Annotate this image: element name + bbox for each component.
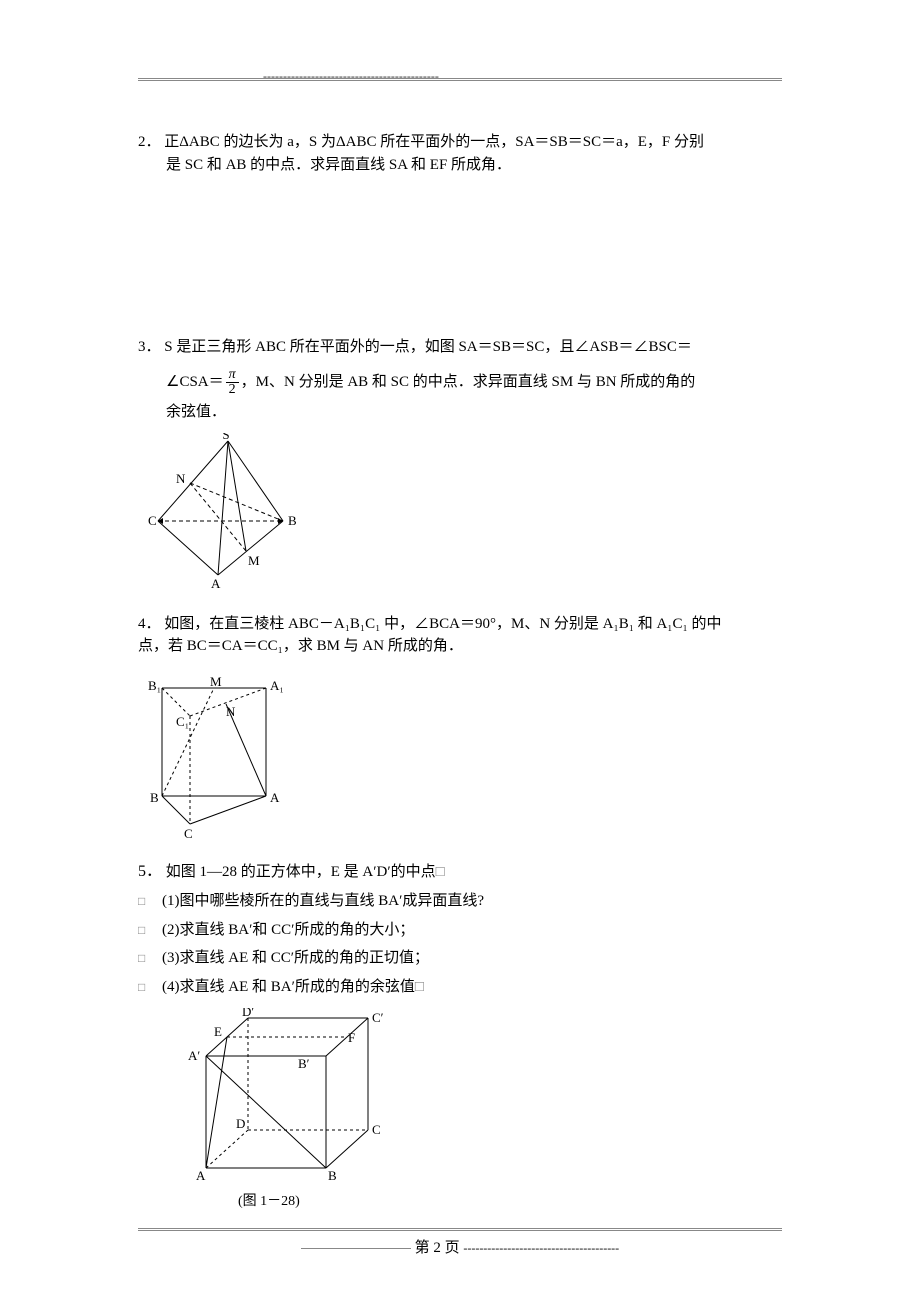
- lbl-B: B: [328, 1168, 337, 1183]
- problem-4-line2: 点，若 BC＝CA＝CC₁，求 BM 与 AN 所成的角．: [138, 638, 463, 654]
- problem-5-num: 5．: [138, 863, 162, 880]
- problem-5-intro-text: 如图 1—28 的正方体中，E 是 A′D′的中点: [166, 864, 436, 880]
- header-dashes: ----------------------------------------…: [263, 69, 439, 84]
- problem-3-num: 3．: [138, 339, 161, 355]
- problem-4-figure: B₁ A₁ C₁ M N B A C: [148, 676, 782, 849]
- lbl-N: N: [226, 704, 236, 719]
- lbl-C1: C₁: [176, 714, 189, 729]
- frac-num: π: [226, 368, 239, 383]
- footer-text: 第 2 页 ----------------------------------…: [138, 1236, 782, 1257]
- problem-2-num: 2．: [138, 134, 161, 150]
- problem-5-item-4-text: (4)求直线 AE 和 BA′所成的角的余弦值: [162, 979, 415, 995]
- checkbox-icon: □: [138, 921, 150, 939]
- footer-rule: [138, 1228, 782, 1231]
- footer: 第 2 页 ----------------------------------…: [138, 1228, 782, 1231]
- page-number: 第 2 页: [415, 1240, 460, 1256]
- end-box: □: [436, 864, 445, 880]
- tetra-svg: S A B C M N: [148, 433, 308, 593]
- lbl-A: A: [196, 1168, 206, 1183]
- page: ----------------------------------------…: [0, 0, 920, 1251]
- problem-3-line2a: ∠CSA＝: [166, 374, 224, 390]
- content: 2． 正ΔABC 的边长为 a，S 为ΔABC 所在平面外的一点，SA＝SB＝S…: [138, 131, 782, 1212]
- lbl-B: B: [150, 790, 159, 805]
- problem-5-item-4-wrap: (4)求直线 AE 和 BA′所成的角的余弦值□: [162, 976, 424, 999]
- fraction-pi-2: π2: [226, 368, 239, 397]
- lbl-B1: B₁: [148, 678, 161, 693]
- prism-svg: B₁ A₁ C₁ M N B A C: [148, 676, 298, 841]
- problem-2-line1: 正ΔABC 的边长为 a，S 为ΔABC 所在平面外的一点，SA＝SB＝SC＝a…: [164, 134, 704, 150]
- lbl-E: E: [214, 1024, 222, 1039]
- lbl-Dp: D′: [242, 1008, 254, 1019]
- problem-5-figure: A B C D A′ B′ C′ D′ E F (图 1－28): [178, 1008, 782, 1212]
- problem-3-line3: 余弦值．: [138, 401, 782, 424]
- lbl-A1: A₁: [270, 678, 284, 693]
- end-box: □: [415, 979, 424, 995]
- lbl-F: F: [348, 1030, 355, 1045]
- problem-5-item-2-text: (2)求直线 BA′和 CC′所成的角的大小；: [162, 919, 414, 942]
- problem-3-line2: ∠CSA＝π2，M、N 分别是 AB 和 SC 的中点．求异面直线 SM 与 B…: [138, 367, 782, 397]
- checkbox-icon: □: [138, 978, 150, 996]
- lbl-C: C: [372, 1122, 381, 1137]
- footer-lead-line: [301, 1248, 411, 1249]
- lbl-D: D: [236, 1116, 245, 1131]
- problem-2: 2． 正ΔABC 的边长为 a，S 为ΔABC 所在平面外的一点，SA＝SB＝S…: [138, 131, 782, 176]
- problem-5: 5． 如图 1—28 的正方体中，E 是 A′D′的中点□ □ (1)图中哪些棱…: [138, 860, 782, 1212]
- problem-5-item-1-text: (1)图中哪些棱所在的直线与直线 BA′成异面直线?: [162, 890, 484, 913]
- lbl-Cp: C′: [372, 1010, 384, 1025]
- lbl-Ap: A′: [188, 1048, 200, 1063]
- problem-4: 4． 如图，在直三棱柱 ABC－A₁B₁C₁ 中，∠BCA＝90°，M、N 分别…: [138, 613, 782, 849]
- lbl-M: M: [248, 553, 260, 568]
- problem-3-figure: S A B C M N: [148, 433, 782, 601]
- problem-2-line2: 是 SC 和 AB 的中点．求异面直线 SA 和 EF 所成角．: [138, 154, 782, 177]
- problem-5-item-2: □ (2)求直线 BA′和 CC′所成的角的大小；: [138, 919, 782, 942]
- problem-3-line2b: ，M、N 分别是 AB 和 SC 的中点．求异面直线 SM 与 BN 所成的角的: [241, 374, 696, 390]
- lbl-A: A: [270, 790, 280, 805]
- problem-5-item-1: □ (1)图中哪些棱所在的直线与直线 BA′成异面直线?: [138, 890, 782, 913]
- problem-3-line1a: S 是正三角形 ABC 所在平面外的一点，如图 SA＝SB＝SC，且∠ASB＝∠…: [164, 339, 692, 355]
- lbl-A: A: [211, 576, 221, 591]
- lbl-B: B: [288, 513, 297, 528]
- header-rule: ----------------------------------------…: [138, 78, 782, 81]
- problem-4-num: 4．: [138, 616, 161, 632]
- lbl-C: C: [148, 513, 157, 528]
- problem-5-item-4: □ (4)求直线 AE 和 BA′所成的角的余弦值□: [138, 976, 782, 999]
- footer-dashes: ---------------------------------------: [463, 1241, 619, 1255]
- problem-5-item-3: □ (3)求直线 AE 和 CC′所成的角的正切值；: [138, 947, 782, 970]
- problem-4-line1: 如图，在直三棱柱 ABC－A₁B₁C₁ 中，∠BCA＝90°，M、N 分别是 A…: [164, 616, 721, 632]
- problem-5-intro: 如图 1—28 的正方体中，E 是 A′D′的中点□: [166, 864, 445, 880]
- cube-svg: A B C D A′ B′ C′ D′ E F: [178, 1008, 388, 1183]
- lbl-S: S: [222, 433, 229, 442]
- lbl-N: N: [176, 471, 186, 486]
- figure-caption: (图 1－28): [178, 1191, 782, 1212]
- checkbox-icon: □: [138, 892, 150, 910]
- problem-3: 3． S 是正三角形 ABC 所在平面外的一点，如图 SA＝SB＝SC，且∠AS…: [138, 336, 782, 601]
- lbl-M: M: [210, 676, 222, 689]
- frac-den: 2: [226, 383, 239, 397]
- checkbox-icon: □: [138, 949, 150, 967]
- problem-5-item-3-text: (3)求直线 AE 和 CC′所成的角的正切值；: [162, 947, 429, 970]
- lbl-Cb: C: [184, 826, 193, 841]
- lbl-Bp: B′: [298, 1056, 310, 1071]
